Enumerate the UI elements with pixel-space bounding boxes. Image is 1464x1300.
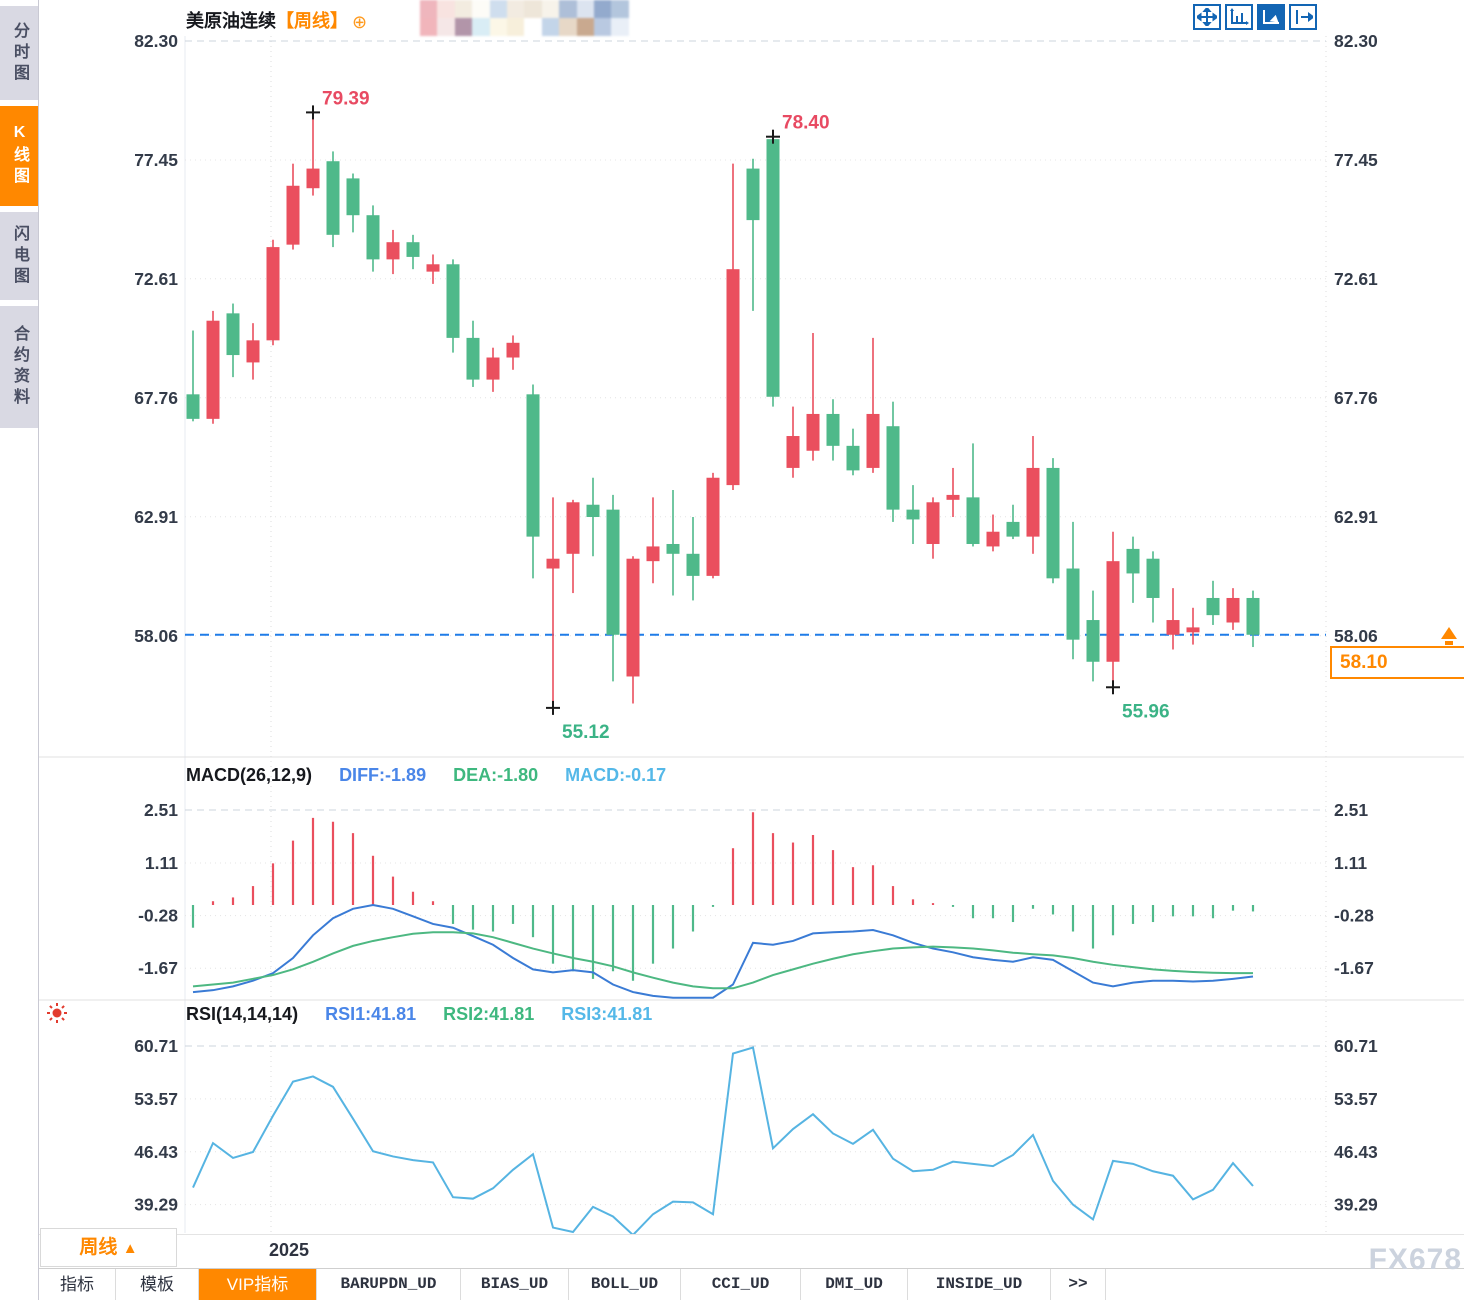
- tab-指标[interactable]: 指标: [39, 1269, 116, 1300]
- svg-text:53.57: 53.57: [134, 1089, 178, 1109]
- current-price-tag: 58.10: [1330, 646, 1464, 679]
- svg-text:46.43: 46.43: [1334, 1142, 1378, 1162]
- watermark: FX678: [1368, 1243, 1462, 1276]
- macd-diff-value: DIFF:-1.89: [339, 765, 427, 785]
- sidebar: 分时图 K线图闪电图合约资料: [0, 0, 38, 1240]
- macd-layer: [191, 812, 1255, 999]
- candles-layer: [186, 112, 1260, 708]
- rsi1-value: RSI1:41.81: [325, 1004, 417, 1024]
- svg-text:60.71: 60.71: [1334, 1036, 1378, 1056]
- tab-模板[interactable]: 模板: [116, 1269, 199, 1300]
- tab-barupdn_ud[interactable]: BARUPDN_UD: [317, 1269, 461, 1300]
- svg-text:62.91: 62.91: [1334, 507, 1378, 527]
- svg-text:2.51: 2.51: [144, 800, 178, 820]
- period-selector-label: 周线: [79, 1237, 118, 1258]
- svg-text:78.40: 78.40: [782, 113, 830, 134]
- tab-bias_ud[interactable]: BIAS_UD: [461, 1269, 569, 1300]
- tab->>[interactable]: >>: [1051, 1269, 1106, 1300]
- sidebar-item-4[interactable]: 合约资料: [0, 306, 38, 428]
- rsi3-value: RSI3:41.81: [561, 1004, 653, 1024]
- svg-text:39.29: 39.29: [134, 1195, 178, 1215]
- svg-text:1.11: 1.11: [145, 853, 178, 873]
- tab-inside_ud[interactable]: INSIDE_UD: [908, 1269, 1051, 1300]
- rsi-layer: [192, 1046, 1254, 1237]
- rsi2-value: RSI2:41.81: [443, 1004, 535, 1024]
- move-crosshair-icon[interactable]: [1193, 4, 1221, 30]
- symbol-title: 美原油连续: [186, 11, 276, 31]
- indicator-settings-sun-icon[interactable]: [46, 1002, 68, 1024]
- chart-toolbar: [1193, 4, 1317, 30]
- svg-text:58.06: 58.06: [134, 626, 178, 646]
- auto-scale-icon[interactable]: [1257, 4, 1285, 30]
- price-up-arrow-icon: [1441, 627, 1457, 645]
- svg-text:82.30: 82.30: [1334, 31, 1378, 51]
- period-selector-button[interactable]: 周线 ▲: [40, 1228, 177, 1267]
- axis-scale-icon[interactable]: [1225, 4, 1253, 30]
- svg-text:72.61: 72.61: [1334, 269, 1378, 289]
- svg-text:53.57: 53.57: [1334, 1089, 1378, 1109]
- rsi-label-row: RSI(14,14,14) RSI1:41.81 RSI2:41.81 RSI3…: [186, 1004, 674, 1025]
- svg-text:39.29: 39.29: [1334, 1195, 1378, 1215]
- svg-text:67.76: 67.76: [1334, 388, 1378, 408]
- svg-text:67.76: 67.76: [134, 388, 178, 408]
- svg-text:-1.67: -1.67: [138, 958, 178, 978]
- tab-boll_ud[interactable]: BOLL_UD: [569, 1269, 681, 1300]
- annotations: 79.39 78.40 55.12 55.96: [306, 88, 1170, 743]
- svg-text:58.06: 58.06: [1334, 626, 1378, 646]
- macd-title: MACD(26,12,9): [186, 765, 313, 785]
- sidebar-divider: [38, 0, 39, 1300]
- sidebar-item-3[interactable]: 闪电图: [0, 212, 38, 300]
- scroll-to-latest-icon[interactable]: [1289, 4, 1317, 30]
- x-axis-strip: [39, 1234, 1464, 1269]
- sidebar-item-1[interactable]: 分时图: [0, 6, 38, 100]
- svg-text:-1.67: -1.67: [1334, 958, 1374, 978]
- svg-text:2.51: 2.51: [1334, 800, 1368, 820]
- svg-text:55.12: 55.12: [562, 722, 610, 743]
- svg-text:62.91: 62.91: [134, 507, 178, 527]
- x-axis-year-label: 2025: [269, 1240, 310, 1260]
- macd-dea-value: DEA:-1.80: [453, 765, 539, 785]
- svg-text:77.45: 77.45: [134, 150, 178, 170]
- chevron-up-icon: ▲: [122, 1240, 138, 1257]
- rsi-title: RSI(14,14,14): [186, 1004, 299, 1024]
- svg-text:72.61: 72.61: [134, 269, 178, 289]
- macd-label-row: MACD(26,12,9) DIFF:-1.89 DEA:-1.80 MACD:…: [186, 765, 688, 786]
- svg-text:46.43: 46.43: [134, 1142, 178, 1162]
- censored-thumbnail-strip: [420, 0, 629, 36]
- svg-text:55.96: 55.96: [1122, 701, 1170, 722]
- tab-vip指标[interactable]: VIP指标: [199, 1269, 317, 1300]
- svg-text:79.39: 79.39: [322, 88, 370, 109]
- tab-cci_ud[interactable]: CCI_UD: [681, 1269, 801, 1300]
- period-tag: 【周线】: [276, 11, 348, 31]
- chart-header: 美原油连续【周线】 ⊕: [186, 7, 368, 32]
- svg-text:82.30: 82.30: [134, 31, 178, 51]
- axis-labels: 82.30 82.30 77.45 77.45 72.61 72.61 67.76 67.76…: [134, 31, 1378, 1215]
- sidebar-item-2[interactable]: K线图: [0, 106, 38, 206]
- svg-text:-0.28: -0.28: [1334, 906, 1374, 926]
- svg-text:1.11: 1.11: [1334, 853, 1367, 873]
- svg-text:60.71: 60.71: [134, 1036, 178, 1056]
- add-target-icon[interactable]: ⊕: [352, 12, 368, 32]
- indicator-tab-bar: 指标 模板 VIP指标 BARUPDN_UD BIAS_UD BOLL_UD CCI_UD D…: [39, 1268, 1464, 1300]
- tab-dmi_ud[interactable]: DMI_UD: [801, 1269, 908, 1300]
- macd-macd-value: MACD:-0.17: [565, 765, 667, 785]
- svg-text:77.45: 77.45: [1334, 150, 1378, 170]
- svg-text:-0.28: -0.28: [138, 906, 178, 926]
- panel-separators: [39, 756, 1464, 1001]
